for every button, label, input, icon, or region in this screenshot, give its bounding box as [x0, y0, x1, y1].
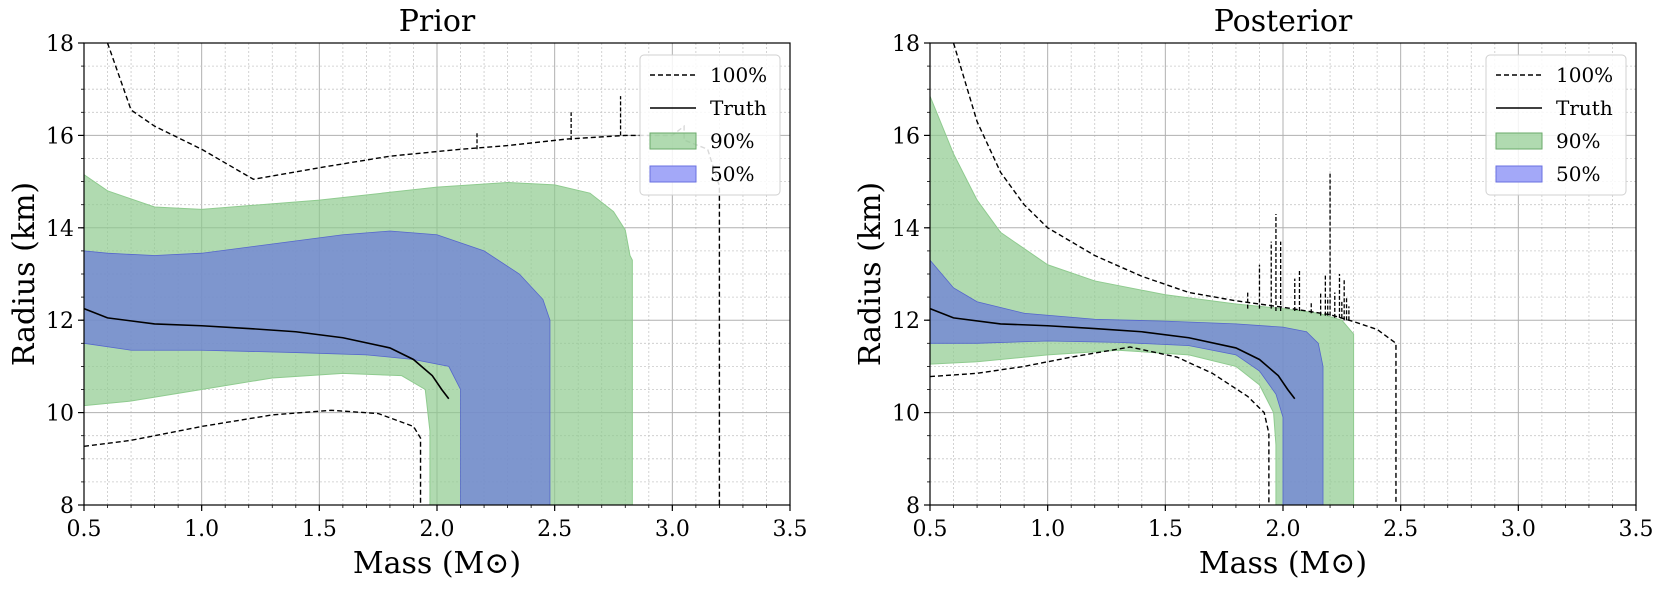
legend-entry-100-label: 100% — [710, 63, 767, 87]
y-tick-label: 14 — [892, 217, 920, 242]
prior-ticks: 0.5 1.0 1.5 2.0 2.5 3.0 3.5 8 10 12 14 16 18 — [46, 32, 808, 542]
y-tick-label: 12 — [46, 309, 74, 334]
x-tick-label: 1.5 — [1148, 517, 1183, 542]
y-tick-label: 14 — [46, 217, 74, 242]
posterior-band-50 — [930, 259, 1324, 505]
x-tick-label: 2.0 — [420, 517, 455, 542]
prior-bound-100-upper — [106, 43, 721, 505]
posterior-plot-area — [930, 43, 1397, 505]
y-tick-label: 12 — [892, 309, 920, 334]
legend-swatch-green — [649, 132, 697, 150]
prior-band-50 — [84, 230, 551, 505]
y-tick-label: 16 — [46, 124, 74, 149]
x-tick-label: 2.5 — [1383, 517, 1418, 542]
prior-y-axis-label: Radius (km) — [7, 182, 42, 366]
x-tick-label: 1.0 — [1030, 517, 1065, 542]
y-tick-label: 8 — [906, 494, 920, 519]
y-tick-label: 10 — [892, 402, 920, 427]
posterior-y-axis-label: Radius (km) — [853, 182, 888, 366]
y-tick-label: 16 — [892, 124, 920, 149]
x-tick-label: 3.5 — [773, 517, 808, 542]
prior-plot-area — [84, 43, 721, 505]
x-tick-label: 0.5 — [913, 517, 948, 542]
posterior-ticks: 0.5 1.0 1.5 2.0 2.5 3.0 3.5 8 10 12 14 16 18 — [892, 32, 1654, 542]
legend-box — [1485, 54, 1627, 196]
x-tick-label: 3.0 — [655, 517, 690, 542]
y-tick-label: 18 — [892, 32, 920, 57]
posterior-truth-curve — [930, 307, 1296, 400]
y-tick-label: 8 — [60, 494, 74, 519]
y-tick-label: 18 — [46, 32, 74, 57]
legend-entry-truth-label: Truth — [1556, 96, 1613, 120]
legend-entry-90-label: 90% — [1556, 129, 1600, 153]
x-tick-label: 3.0 — [1501, 517, 1536, 542]
prior-panel: 0.5 1.0 1.5 2.0 2.5 3.0 3.5 8 10 12 14 16 18 Prior Mas… — [7, 4, 808, 581]
x-tick-label: 2.5 — [537, 517, 572, 542]
prior-legend: 100% Truth 90% 50% — [639, 54, 781, 196]
legend-entry-90-label: 90% — [710, 129, 754, 153]
legend-swatch-green — [1495, 132, 1543, 150]
posterior-bound-100-lower — [930, 346, 1270, 505]
prior-title: Prior — [399, 4, 476, 39]
posterior-panel: 0.5 1.0 1.5 2.0 2.5 3.0 3.5 8 10 12 14 16 18 Posterio… — [853, 4, 1654, 581]
y-tick-label: 10 — [46, 402, 74, 427]
x-tick-label: 1.0 — [184, 517, 219, 542]
legend-entry-truth-label: Truth — [710, 96, 767, 120]
legend-entry-50-label: 50% — [1556, 162, 1600, 186]
posterior-legend: 100% Truth 90% 50% — [1485, 54, 1627, 196]
x-tick-label: 1.5 — [302, 517, 337, 542]
legend-entry-50-label: 50% — [710, 162, 754, 186]
x-tick-label: 2.0 — [1266, 517, 1301, 542]
legend-entry-100-label: 100% — [1556, 63, 1613, 87]
legend-box — [639, 54, 781, 196]
posterior-x-axis-label: Mass (M⊙) — [1199, 546, 1367, 581]
posterior-title: Posterior — [1214, 4, 1353, 39]
prior-truth-curve — [84, 307, 450, 400]
prior-x-axis-label: Mass (M⊙) — [353, 546, 521, 581]
prior-bound-100-lower — [84, 409, 422, 505]
x-tick-label: 3.5 — [1619, 517, 1654, 542]
legend-swatch-blue — [1495, 165, 1543, 183]
x-tick-label: 0.5 — [67, 517, 102, 542]
legend-swatch-blue — [649, 165, 697, 183]
